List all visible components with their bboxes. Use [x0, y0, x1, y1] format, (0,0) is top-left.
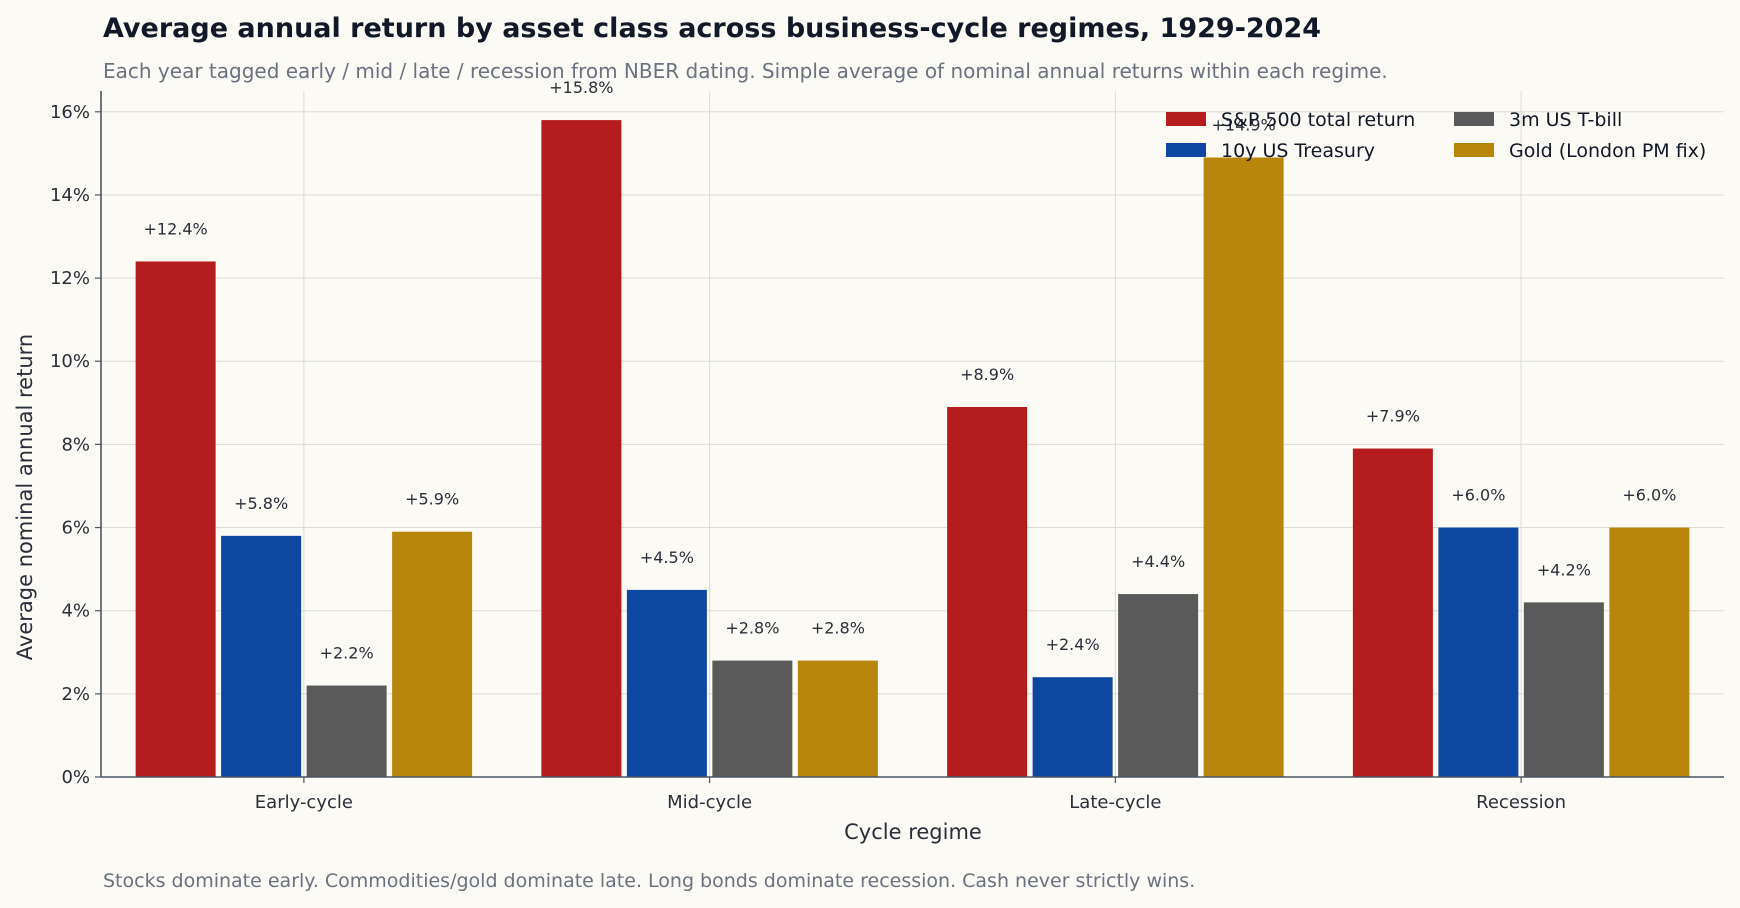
- y-tick-labels: 0% 2% 4% 6% 8% 10% 12% 14% 16%: [50, 102, 90, 788]
- legend-label: Gold (London PM fix): [1509, 140, 1706, 162]
- data-label: +8.9%: [960, 365, 1014, 384]
- legend-label: 10y US Treasury: [1221, 140, 1375, 162]
- data-label: +5.8%: [234, 494, 288, 513]
- bar: [1609, 527, 1690, 777]
- y-tick-label: 10%: [50, 351, 90, 372]
- bar: [1203, 157, 1284, 777]
- grid: [101, 91, 1724, 777]
- data-label: +6.0%: [1451, 486, 1505, 505]
- chart-footnote: Stocks dominate early. Commodities/gold …: [103, 870, 1195, 892]
- data-label: +2.4%: [1046, 635, 1100, 654]
- y-axis-label: Average nominal annual return: [13, 334, 37, 660]
- data-label: +7.9%: [1366, 407, 1420, 426]
- data-label: +6.0%: [1622, 486, 1676, 505]
- legend-swatch: [1166, 143, 1206, 157]
- data-labels: +12.4% +15.8% +8.9% +7.9% +5.8% +4.5% +2.4% +6.…: [144, 78, 1677, 662]
- bar: [1032, 677, 1113, 777]
- axes: [95, 91, 1724, 783]
- data-label: +2.8%: [725, 619, 779, 638]
- x-tick-label: Mid-cycle: [667, 792, 752, 813]
- chart-subtitle: Each year tagged early / mid / late / re…: [103, 59, 1388, 83]
- legend-swatch: [1454, 143, 1494, 157]
- y-tick-label: 16%: [50, 102, 90, 123]
- bar: [221, 535, 302, 777]
- bar: [541, 120, 622, 777]
- legend-item: Gold (London PM fix): [1454, 140, 1706, 162]
- x-axis-label: Cycle regime: [844, 820, 982, 844]
- bar: [1523, 602, 1604, 777]
- bar: [135, 261, 216, 778]
- y-tick-label: 4%: [61, 601, 90, 622]
- data-label: +14.9%: [1212, 116, 1276, 135]
- x-tick-label: Late-cycle: [1069, 792, 1161, 813]
- y-tick-label: 6%: [61, 518, 90, 539]
- x-tick-labels: Early-cycle Mid-cycle Late-cycle Recession: [255, 792, 1566, 813]
- bar: [947, 406, 1028, 777]
- bar: [626, 589, 707, 777]
- legend-swatch: [1166, 112, 1206, 126]
- bar: [1118, 594, 1199, 777]
- legend-swatch: [1454, 112, 1494, 126]
- bar: [1438, 527, 1519, 777]
- data-label: +15.8%: [549, 78, 613, 97]
- bars: [135, 120, 1690, 778]
- bar: [712, 660, 793, 777]
- y-tick-label: 8%: [61, 434, 90, 455]
- data-label: +4.4%: [1131, 552, 1185, 571]
- x-tick-label: Recession: [1476, 792, 1566, 813]
- data-label: +4.5%: [640, 548, 694, 567]
- legend-item: 3m US T-bill: [1454, 109, 1622, 131]
- bar: [797, 660, 878, 777]
- data-label: +2.8%: [811, 619, 865, 638]
- bar: [392, 531, 473, 777]
- y-tick-label: 2%: [61, 684, 90, 705]
- data-label: +4.2%: [1537, 560, 1591, 579]
- data-label: +2.2%: [320, 644, 374, 663]
- x-tick-label: Early-cycle: [255, 792, 353, 813]
- y-tick-label: 14%: [50, 185, 90, 206]
- bar: [1352, 448, 1433, 777]
- legend-item: 10y US Treasury: [1166, 140, 1375, 162]
- legend-label: 3m US T-bill: [1509, 109, 1622, 131]
- legend: S&P 500 total return 10y US Treasury 3m US…: [1166, 109, 1706, 162]
- legend-item: S&P 500 total return: [1166, 109, 1415, 131]
- data-label: +12.4%: [144, 219, 208, 238]
- legend-label: S&P 500 total return: [1221, 109, 1415, 131]
- chart-title: Average annual return by asset class acr…: [103, 13, 1321, 44]
- y-tick-label: 0%: [61, 767, 90, 788]
- data-label: +5.9%: [405, 490, 459, 509]
- y-tick-label: 12%: [50, 268, 90, 289]
- bar: [306, 685, 387, 777]
